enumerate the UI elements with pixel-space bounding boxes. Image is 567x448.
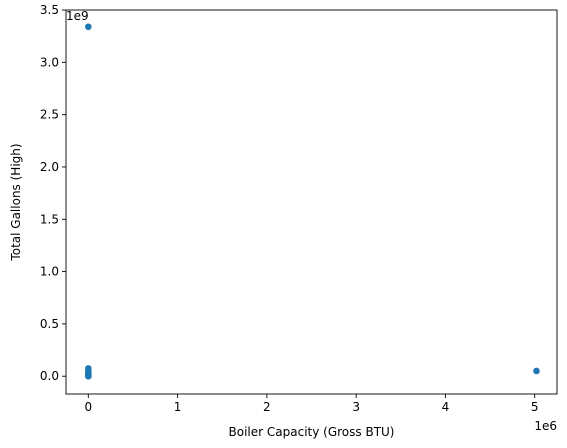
- y-tick-label: 3.0: [40, 55, 59, 69]
- y-tick-label: 0.0: [40, 369, 59, 383]
- y-tick-label: 3.5: [40, 3, 59, 17]
- y-tick-label: 1.0: [40, 265, 59, 279]
- x-tick-label: 4: [442, 400, 450, 414]
- plot-area: [66, 10, 557, 394]
- y-tick-label: 2.0: [40, 160, 59, 174]
- x-tick-label: 3: [352, 400, 360, 414]
- data-point: [533, 367, 540, 375]
- y-tick-label: 0.5: [40, 317, 59, 331]
- x-tick-label: 2: [263, 400, 271, 414]
- x-axis-label: Boiler Capacity (Gross BTU): [229, 425, 395, 439]
- y-tick-label: 1.5: [40, 212, 59, 226]
- y-axis-multiplier: 1e9: [66, 9, 89, 23]
- y-axis-ticks: 0.0 0.5 1.0 1.5 2.0 2.5 3.0 3.5: [40, 3, 66, 383]
- x-tick-label: 1: [174, 400, 182, 414]
- data-point: [85, 372, 92, 380]
- y-tick-label: 2.5: [40, 108, 59, 122]
- x-axis-multiplier: 1e6: [534, 419, 557, 433]
- y-axis-label: Total Gallons (High): [9, 143, 23, 261]
- x-tick-label: 5: [531, 400, 539, 414]
- data-point: [85, 23, 92, 31]
- x-tick-label: 0: [84, 400, 92, 414]
- x-axis-ticks: 0 1 2 3 4 5: [84, 394, 539, 414]
- plot-frame: [65, 9, 558, 395]
- data-points: [85, 23, 540, 380]
